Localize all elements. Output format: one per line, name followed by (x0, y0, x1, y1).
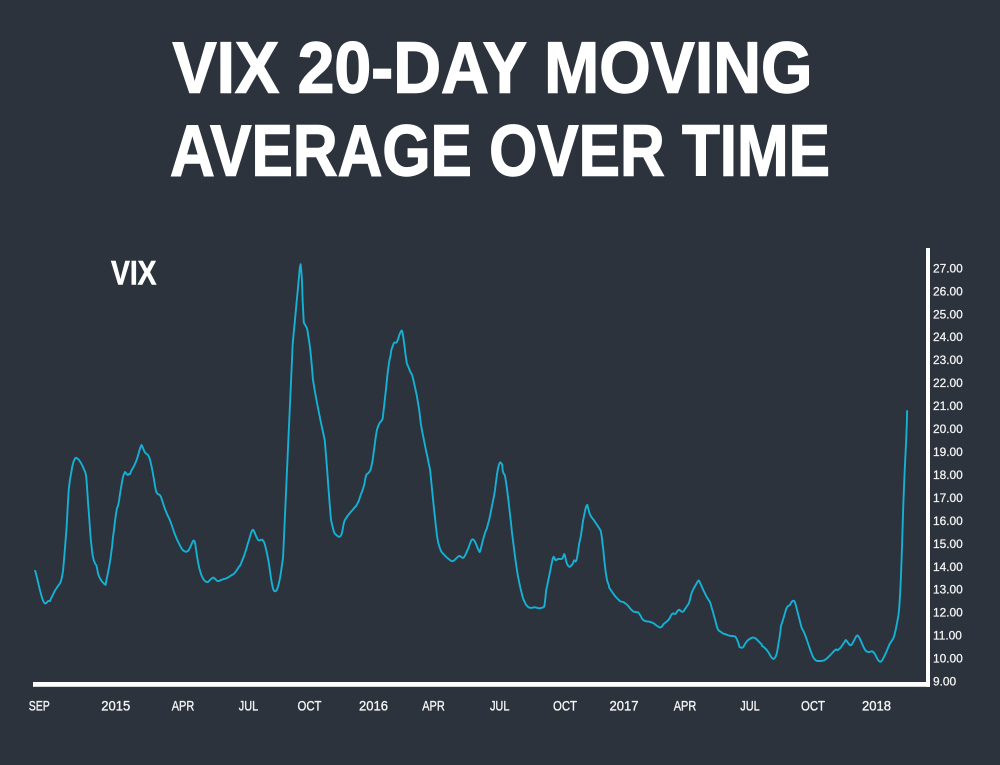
svg-text:10.00: 10.00 (933, 652, 963, 666)
svg-text:22.00: 22.00 (933, 376, 963, 390)
svg-text:26.00: 26.00 (933, 284, 963, 298)
svg-text:12.00: 12.00 (933, 606, 963, 620)
svg-text:JUL: JUL (490, 699, 510, 715)
svg-text:24.00: 24.00 (933, 330, 963, 344)
svg-text:15.00: 15.00 (933, 537, 963, 551)
svg-text:2016: 2016 (359, 699, 388, 715)
svg-text:SEP: SEP (29, 699, 50, 715)
svg-text:AVERAGE OVER TIME: AVERAGE OVER TIME (170, 110, 830, 191)
svg-text:21.00: 21.00 (933, 399, 963, 413)
svg-text:OCT: OCT (298, 699, 322, 715)
svg-text:2015: 2015 (101, 699, 130, 715)
svg-text:25.00: 25.00 (933, 307, 963, 321)
svg-text:JUL: JUL (239, 699, 259, 715)
svg-text:27.00: 27.00 (933, 261, 963, 275)
svg-text:JUL: JUL (740, 699, 760, 715)
svg-text:23.00: 23.00 (933, 353, 963, 367)
svg-text:14.00: 14.00 (933, 560, 963, 574)
svg-text:2017: 2017 (610, 699, 639, 715)
svg-text:APR: APR (422, 699, 445, 715)
svg-text:2018: 2018 (862, 699, 891, 715)
svg-text:OCT: OCT (553, 699, 577, 715)
svg-text:16.00: 16.00 (933, 514, 963, 528)
svg-text:APR: APR (674, 699, 697, 715)
svg-text:11.00: 11.00 (933, 629, 962, 643)
svg-text:19.00: 19.00 (933, 445, 963, 459)
svg-text:APR: APR (172, 699, 195, 715)
svg-text:VIX 20-DAY MOVING: VIX 20-DAY MOVING (173, 27, 813, 108)
svg-text:VIX: VIX (111, 255, 157, 293)
svg-text:17.00: 17.00 (933, 491, 963, 505)
svg-text:18.00: 18.00 (933, 468, 963, 482)
svg-text:13.00: 13.00 (933, 583, 963, 597)
svg-text:20.00: 20.00 (933, 422, 963, 436)
svg-text:9.00: 9.00 (933, 675, 957, 689)
svg-text:OCT: OCT (801, 699, 825, 715)
